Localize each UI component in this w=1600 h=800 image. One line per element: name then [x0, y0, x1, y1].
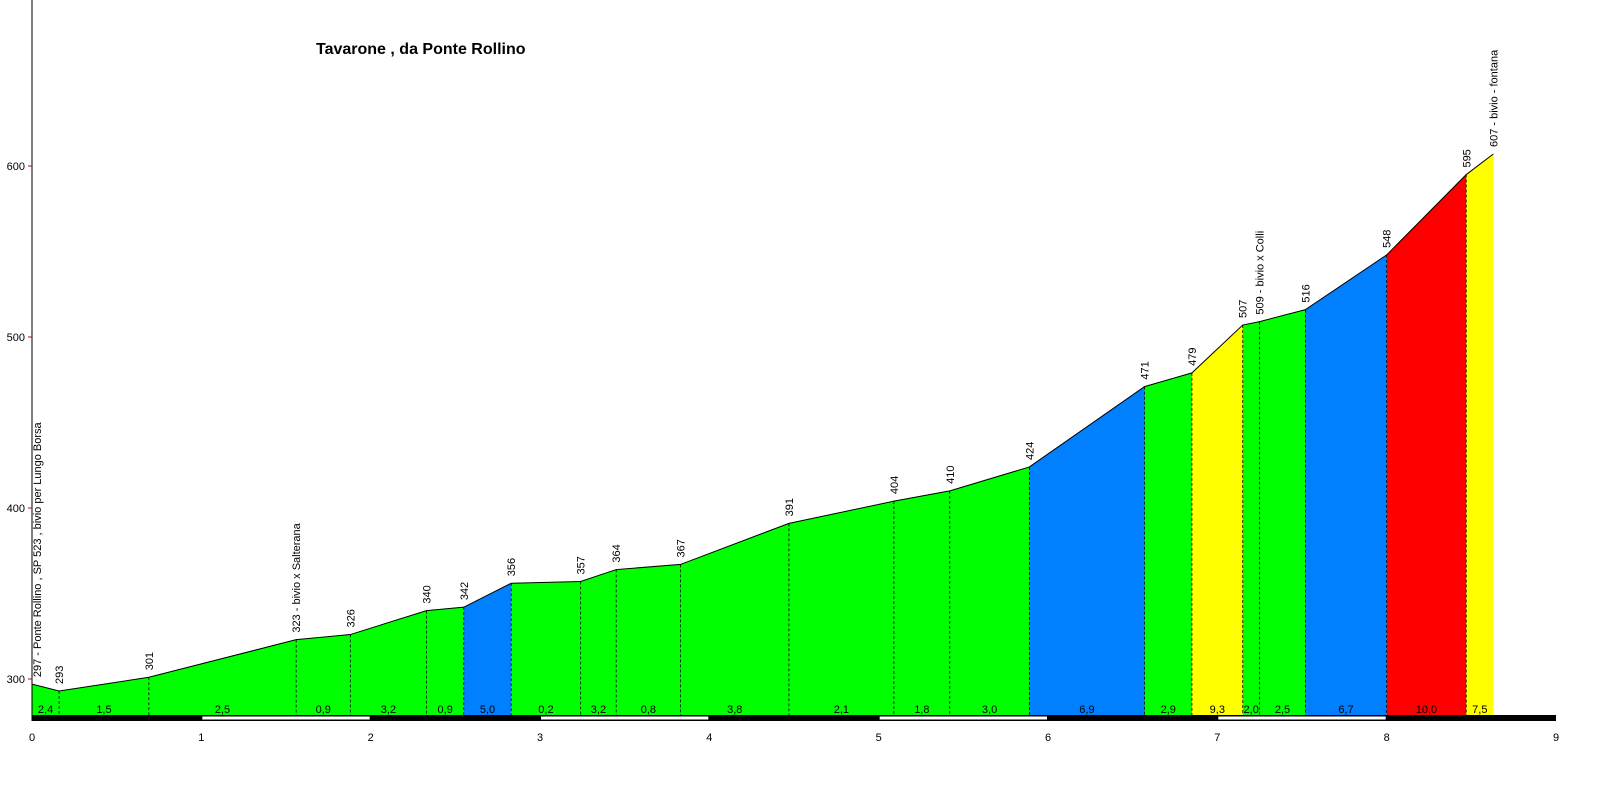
point-elevation-label: 507 — [1238, 300, 1250, 318]
profile-segment — [1029, 386, 1145, 715]
profile-areas — [32, 154, 1494, 716]
profile-segment — [1144, 372, 1192, 715]
y-tick-label: 300 — [7, 674, 25, 686]
profile-segment — [32, 684, 60, 715]
profile-segment — [1242, 321, 1260, 715]
profile-segment — [59, 677, 149, 715]
segment-gradient-label: 1,5 — [96, 704, 111, 716]
segment-gradient-label: 2,4 — [38, 704, 53, 716]
profile-segment — [148, 639, 297, 715]
segment-gradient-label: 7,5 — [1472, 704, 1487, 716]
y-tick-label: 600 — [7, 161, 25, 173]
segment-gradient-label: 9,3 — [1210, 704, 1225, 716]
segment-gradient-label: 3,2 — [591, 704, 606, 716]
km-bar-segment — [541, 716, 709, 720]
point-elevation-label: 509 - bivio x Colli — [1255, 231, 1267, 315]
x-tick-label: 8 — [1384, 732, 1390, 744]
x-tick-label: 2 — [368, 732, 374, 744]
profile-segment — [788, 501, 894, 715]
point-elevation-label: 357 — [576, 556, 588, 574]
profile-line — [31, 153, 1494, 692]
segment-gradient-labels: 2,4 1,5 2,5 0,9 3,2 0,9 5,0 0,2 3,2 0,8 3,8 2,1 1,8 3… — [38, 704, 1488, 716]
point-elevation-label: 297 - Ponte Rollino , SP 523 , bivio per… — [32, 421, 44, 677]
segment-gradient-label: 6,9 — [1079, 704, 1094, 716]
profile-segment — [1386, 174, 1467, 716]
segment-gradient-label: 0,2 — [538, 704, 553, 716]
point-elevation-label: 367 — [676, 539, 688, 557]
chart-title: Tavarone , da Ponte Rollino — [316, 41, 526, 58]
profile-segment — [893, 490, 950, 715]
segment-gradient-label: 5,0 — [480, 704, 495, 716]
point-elevation-labels: 297 - Ponte Rollino , SP 523 , bivio per… — [32, 49, 1500, 684]
point-elevation-label: 342 — [459, 582, 471, 600]
profile-segment — [1466, 154, 1494, 715]
segment-gradient-label: 2,5 — [215, 704, 230, 716]
point-elevation-label: 424 — [1024, 442, 1036, 460]
point-elevation-label: 356 — [506, 558, 518, 576]
y-tick-labels: 300 400 500 600 — [7, 161, 32, 686]
point-elevation-label: 404 — [889, 476, 901, 494]
segment-gradient-label: 0,8 — [641, 704, 656, 716]
profile-segment — [616, 564, 681, 715]
segment-gradient-label: 2,5 — [1275, 704, 1290, 716]
point-elevation-label: 293 — [54, 666, 66, 684]
profile-segment — [1305, 254, 1387, 716]
point-elevation-label: 364 — [611, 544, 623, 562]
axes — [31, 0, 1556, 721]
profile-outline — [31, 153, 1494, 692]
x-tick-label: 3 — [537, 732, 543, 744]
segment-gradient-label: 10,0 — [1416, 704, 1437, 716]
point-elevation-label: 607 - bivio - fontana — [1488, 49, 1500, 147]
profile-segment — [463, 583, 512, 715]
profile-segment — [580, 569, 617, 715]
x-tick-label: 0 — [29, 732, 35, 744]
km-bar — [32, 715, 1556, 721]
km-bar-segment — [1218, 716, 1386, 720]
km-bar-segment — [202, 716, 370, 720]
segment-gradient-label: 3,0 — [982, 704, 997, 716]
profile-segment — [1191, 325, 1243, 715]
profile-segment — [511, 581, 581, 715]
profile-segment — [296, 634, 351, 715]
segment-gradient-label: 2,1 — [834, 704, 849, 716]
point-elevation-label: 340 — [422, 585, 434, 603]
segment-gradient-label: 3,8 — [727, 704, 742, 716]
point-elevation-label: 548 — [1382, 230, 1394, 248]
x-tick-labels: 0 1 2 3 4 5 6 7 8 9 — [29, 732, 1559, 744]
x-tick-label: 6 — [1045, 732, 1051, 744]
profile-segment — [426, 607, 464, 715]
point-elevation-label: 471 — [1140, 361, 1152, 379]
point-elevation-label: 326 — [345, 609, 357, 627]
y-tick-label: 500 — [7, 332, 25, 344]
point-elevation-label: 323 - bivio x Salterana — [291, 522, 303, 632]
segment-gradient-label: 3,2 — [381, 704, 396, 716]
point-elevation-label: 391 — [784, 498, 796, 516]
y-tick-label: 400 — [7, 503, 25, 515]
segment-dividers — [58, 174, 1467, 715]
segment-gradient-label: 6,7 — [1338, 704, 1353, 716]
point-elevation-label: 479 — [1187, 348, 1199, 366]
x-tick-label: 1 — [198, 732, 204, 744]
point-elevation-label: 301 — [144, 652, 156, 670]
segment-gradient-label: 2,9 — [1161, 704, 1176, 716]
km-bar-segment — [879, 716, 1047, 720]
x-tick-label: 7 — [1214, 732, 1220, 744]
segment-gradient-label: 1,8 — [914, 704, 929, 716]
point-elevation-label: 595 — [1461, 149, 1473, 167]
x-tick-label: 4 — [706, 732, 712, 744]
segment-gradient-label: 0,9 — [316, 704, 331, 716]
x-tick-label: 9 — [1553, 732, 1559, 744]
profile-segment — [350, 610, 427, 715]
point-elevation-label: 516 — [1300, 284, 1312, 302]
segment-gradient-label: 0,9 — [438, 704, 453, 716]
segment-gradient-label: 2,0 — [1244, 704, 1259, 716]
profile-segment — [949, 466, 1030, 715]
profile-segment — [1259, 309, 1306, 715]
profile-segment — [680, 523, 789, 715]
point-elevation-label: 410 — [945, 466, 957, 484]
x-tick-label: 5 — [876, 732, 882, 744]
